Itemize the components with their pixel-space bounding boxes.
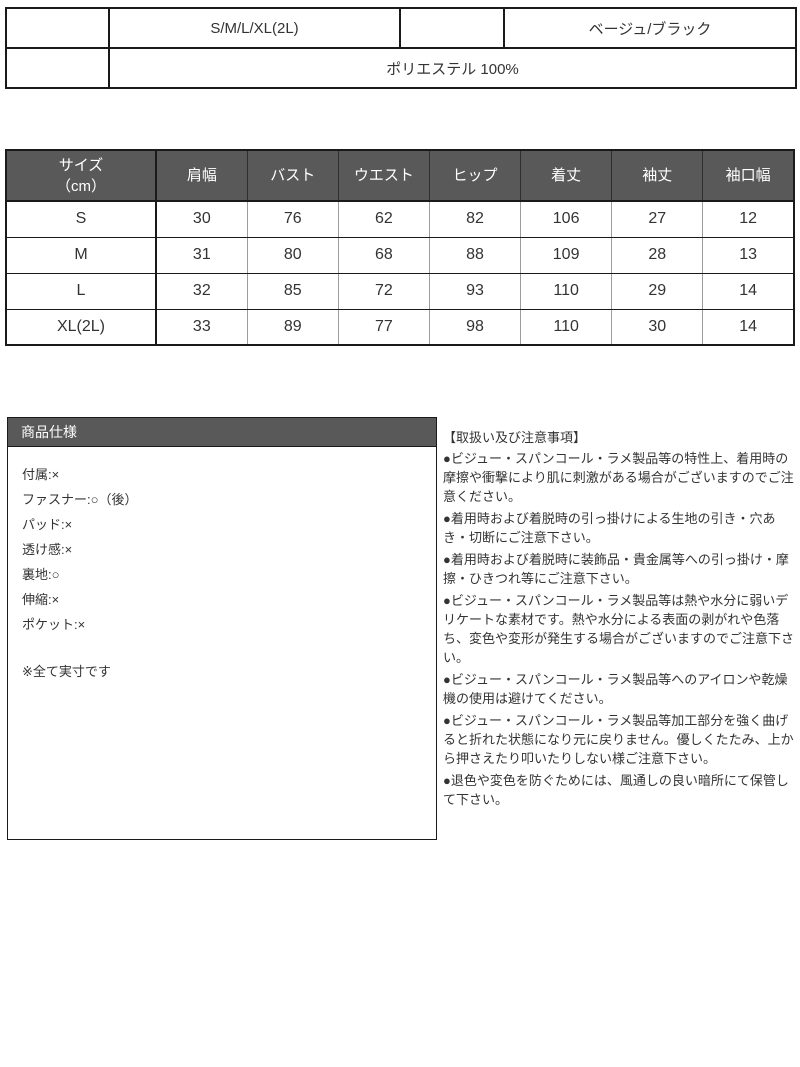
size-chart-header-cell: 肩幅	[155, 149, 248, 202]
spec-box-title: 商品仕様	[8, 418, 436, 447]
size-chart-header-cell: 袖丈	[611, 149, 704, 202]
product-info-table: サイズ S/M/L/XL(2L) カラー ベージュ/ブラック 素材 ポリエステル…	[5, 7, 797, 89]
size-chart-header-cell: バスト	[246, 149, 339, 202]
size-chart-cell: 27	[611, 200, 704, 238]
info-row-material: 素材 ポリエステル 100%	[5, 47, 797, 89]
size-chart-cell: 13	[702, 236, 795, 274]
info-row-size-color: サイズ S/M/L/XL(2L) カラー ベージュ/ブラック	[5, 7, 797, 49]
care-note-item: ●ビジュー・スパンコール・ラメ製品等の特性上、着用時の摩擦や衝撃により肌に刺激が…	[443, 451, 794, 504]
size-chart-header-row: サイズ （cm） 肩幅 バスト ウエスト ヒップ 着丈 袖丈 袖口幅	[5, 149, 795, 202]
size-chart-row-l: L 32 85 72 93 110 29 14	[5, 272, 795, 310]
product-spec-box: 商品仕様 付属:× ファスナー:○（後） パッド:× 透け感:× 裏地:○ 伸縮…	[7, 417, 437, 840]
size-chart-cell: 80	[246, 236, 339, 274]
spec-item-accessories: 付属:×	[22, 467, 60, 482]
size-measurement-grid: サイズ （cm） 肩幅 バスト ウエスト ヒップ 着丈 袖丈 袖口幅 S 30 …	[5, 149, 795, 346]
size-chart-cell: 68	[337, 236, 430, 274]
size-chart-cell: 110	[520, 272, 613, 310]
size-chart-cell: 28	[611, 236, 704, 274]
size-chart-cell: 77	[337, 308, 430, 346]
size-label-cell: サイズ	[5, 7, 110, 49]
care-note-item: ●ビジュー・スパンコール・ラメ製品等へのアイロンや乾燥機の使用は避けてください。	[443, 672, 788, 706]
size-chart-cell: 93	[428, 272, 522, 310]
spec-item-pads: パッド:×	[22, 517, 73, 532]
size-chart-cell: 31	[155, 236, 248, 274]
color-label-cell: カラー	[399, 7, 505, 49]
size-chart-cell: 76	[246, 200, 339, 238]
color-value-cell: ベージュ/ブラック	[503, 7, 797, 49]
size-chart-cell: 110	[520, 308, 613, 346]
care-note-item: ●ビジュー・スパンコール・ラメ製品等は熱や水分に弱いデリケートな素材です。熱や水…	[443, 593, 795, 665]
size-chart-header-cell: 袖口幅	[702, 149, 795, 202]
size-chart-cell: 30	[155, 200, 248, 238]
size-chart-cell: 30	[611, 308, 704, 346]
size-measurement-table: サイズ （cm） 肩幅 バスト ウエスト ヒップ 着丈 袖丈 袖口幅 S 30 …	[5, 149, 795, 346]
size-chart-cell: 89	[246, 308, 339, 346]
size-chart-cell: 62	[337, 200, 430, 238]
care-note-item: ●退色や変色を防ぐためには、風通しの良い暗所にて保管して下さい。	[443, 773, 789, 807]
size-chart-cell: 33	[155, 308, 248, 346]
size-chart-cell: 12	[702, 200, 795, 238]
spec-box-body: 付属:× ファスナー:○（後） パッド:× 透け感:× 裏地:○ 伸縮:× ポケ…	[8, 447, 436, 699]
size-chart-row-xl: XL(2L) 33 89 77 98 110 30 14	[5, 308, 795, 346]
material-label-cell: 素材	[5, 47, 110, 89]
size-chart-corner-cell: サイズ （cm）	[5, 149, 157, 202]
size-chart-cell: 106	[520, 200, 613, 238]
care-note-item: ●着用時および着脱時に装飾品・貴金属等への引っ掛け・摩擦・ひきつれ等にご注意下さ…	[443, 552, 789, 586]
size-chart-cell: 29	[611, 272, 704, 310]
spec-measurement-note: ※全て実寸です	[22, 664, 111, 679]
size-chart-cell: 32	[155, 272, 248, 310]
spec-item-sheerness: 透け感:×	[22, 542, 73, 557]
size-value-cell: S/M/L/XL(2L)	[108, 7, 401, 49]
size-chart-row-m: M 31 80 68 88 109 28 13	[5, 236, 795, 274]
care-note-item: ●着用時および着脱時の引っ掛けによる生地の引き・穴あき・切断にご注意下さい。	[443, 511, 776, 545]
care-note-item: ●ビジュー・スパンコール・ラメ製品等加工部分を強く曲げると折れた状態になり元に戻…	[443, 713, 794, 766]
size-chart-cell: 85	[246, 272, 339, 310]
size-chart-cell: L	[5, 272, 157, 310]
size-chart-cell: M	[5, 236, 157, 274]
size-chart-cell: 14	[702, 308, 795, 346]
size-chart-cell: 88	[428, 236, 522, 274]
spec-item-stretch: 伸縮:×	[22, 592, 60, 607]
size-chart-cell: 82	[428, 200, 522, 238]
size-chart-cell: 72	[337, 272, 430, 310]
care-notes-title: 【取扱い及び注意事項】	[443, 430, 587, 445]
spec-item-pockets: ポケット:×	[22, 617, 86, 632]
corner-line2: （cm）	[56, 177, 106, 195]
size-chart-cell: 109	[520, 236, 613, 274]
corner-line1: サイズ	[58, 156, 104, 174]
care-notes-section: 【取扱い及び注意事項】 ●ビジュー・スパンコール・ラメ製品等の特性上、着用時の摩…	[443, 428, 799, 812]
size-chart-header-cell: ヒップ	[428, 149, 522, 202]
size-chart-row-s: S 30 76 62 82 106 27 12	[5, 200, 795, 238]
size-chart-cell: XL(2L)	[5, 308, 157, 346]
size-chart-cell: 14	[702, 272, 795, 310]
product-info-grid: サイズ S/M/L/XL(2L) カラー ベージュ/ブラック 素材 ポリエステル…	[5, 7, 797, 89]
spec-item-fastener: ファスナー:○（後）	[22, 492, 138, 507]
spec-item-lining: 裏地:○	[22, 567, 60, 582]
size-chart-cell: 98	[428, 308, 522, 346]
size-chart-header-cell: ウエスト	[337, 149, 430, 202]
size-chart-cell: S	[5, 200, 157, 238]
material-value-cell: ポリエステル 100%	[108, 47, 797, 89]
size-chart-header-cell: 着丈	[520, 149, 613, 202]
